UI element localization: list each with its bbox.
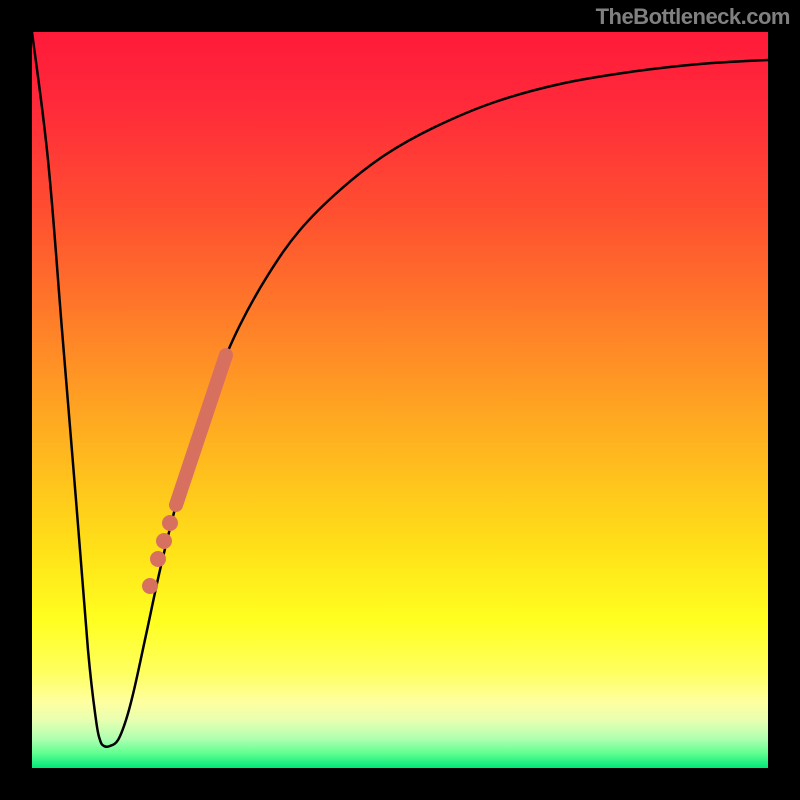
bottleneck-chart <box>0 0 800 800</box>
watermark-text: TheBottleneck.com <box>596 4 790 30</box>
highlight-dot <box>142 578 158 594</box>
highlight-dot <box>150 551 166 567</box>
highlight-dot <box>156 533 172 549</box>
highlight-dot <box>162 515 178 531</box>
chart-container: { "watermark": { "text": "TheBottleneck.… <box>0 0 800 800</box>
